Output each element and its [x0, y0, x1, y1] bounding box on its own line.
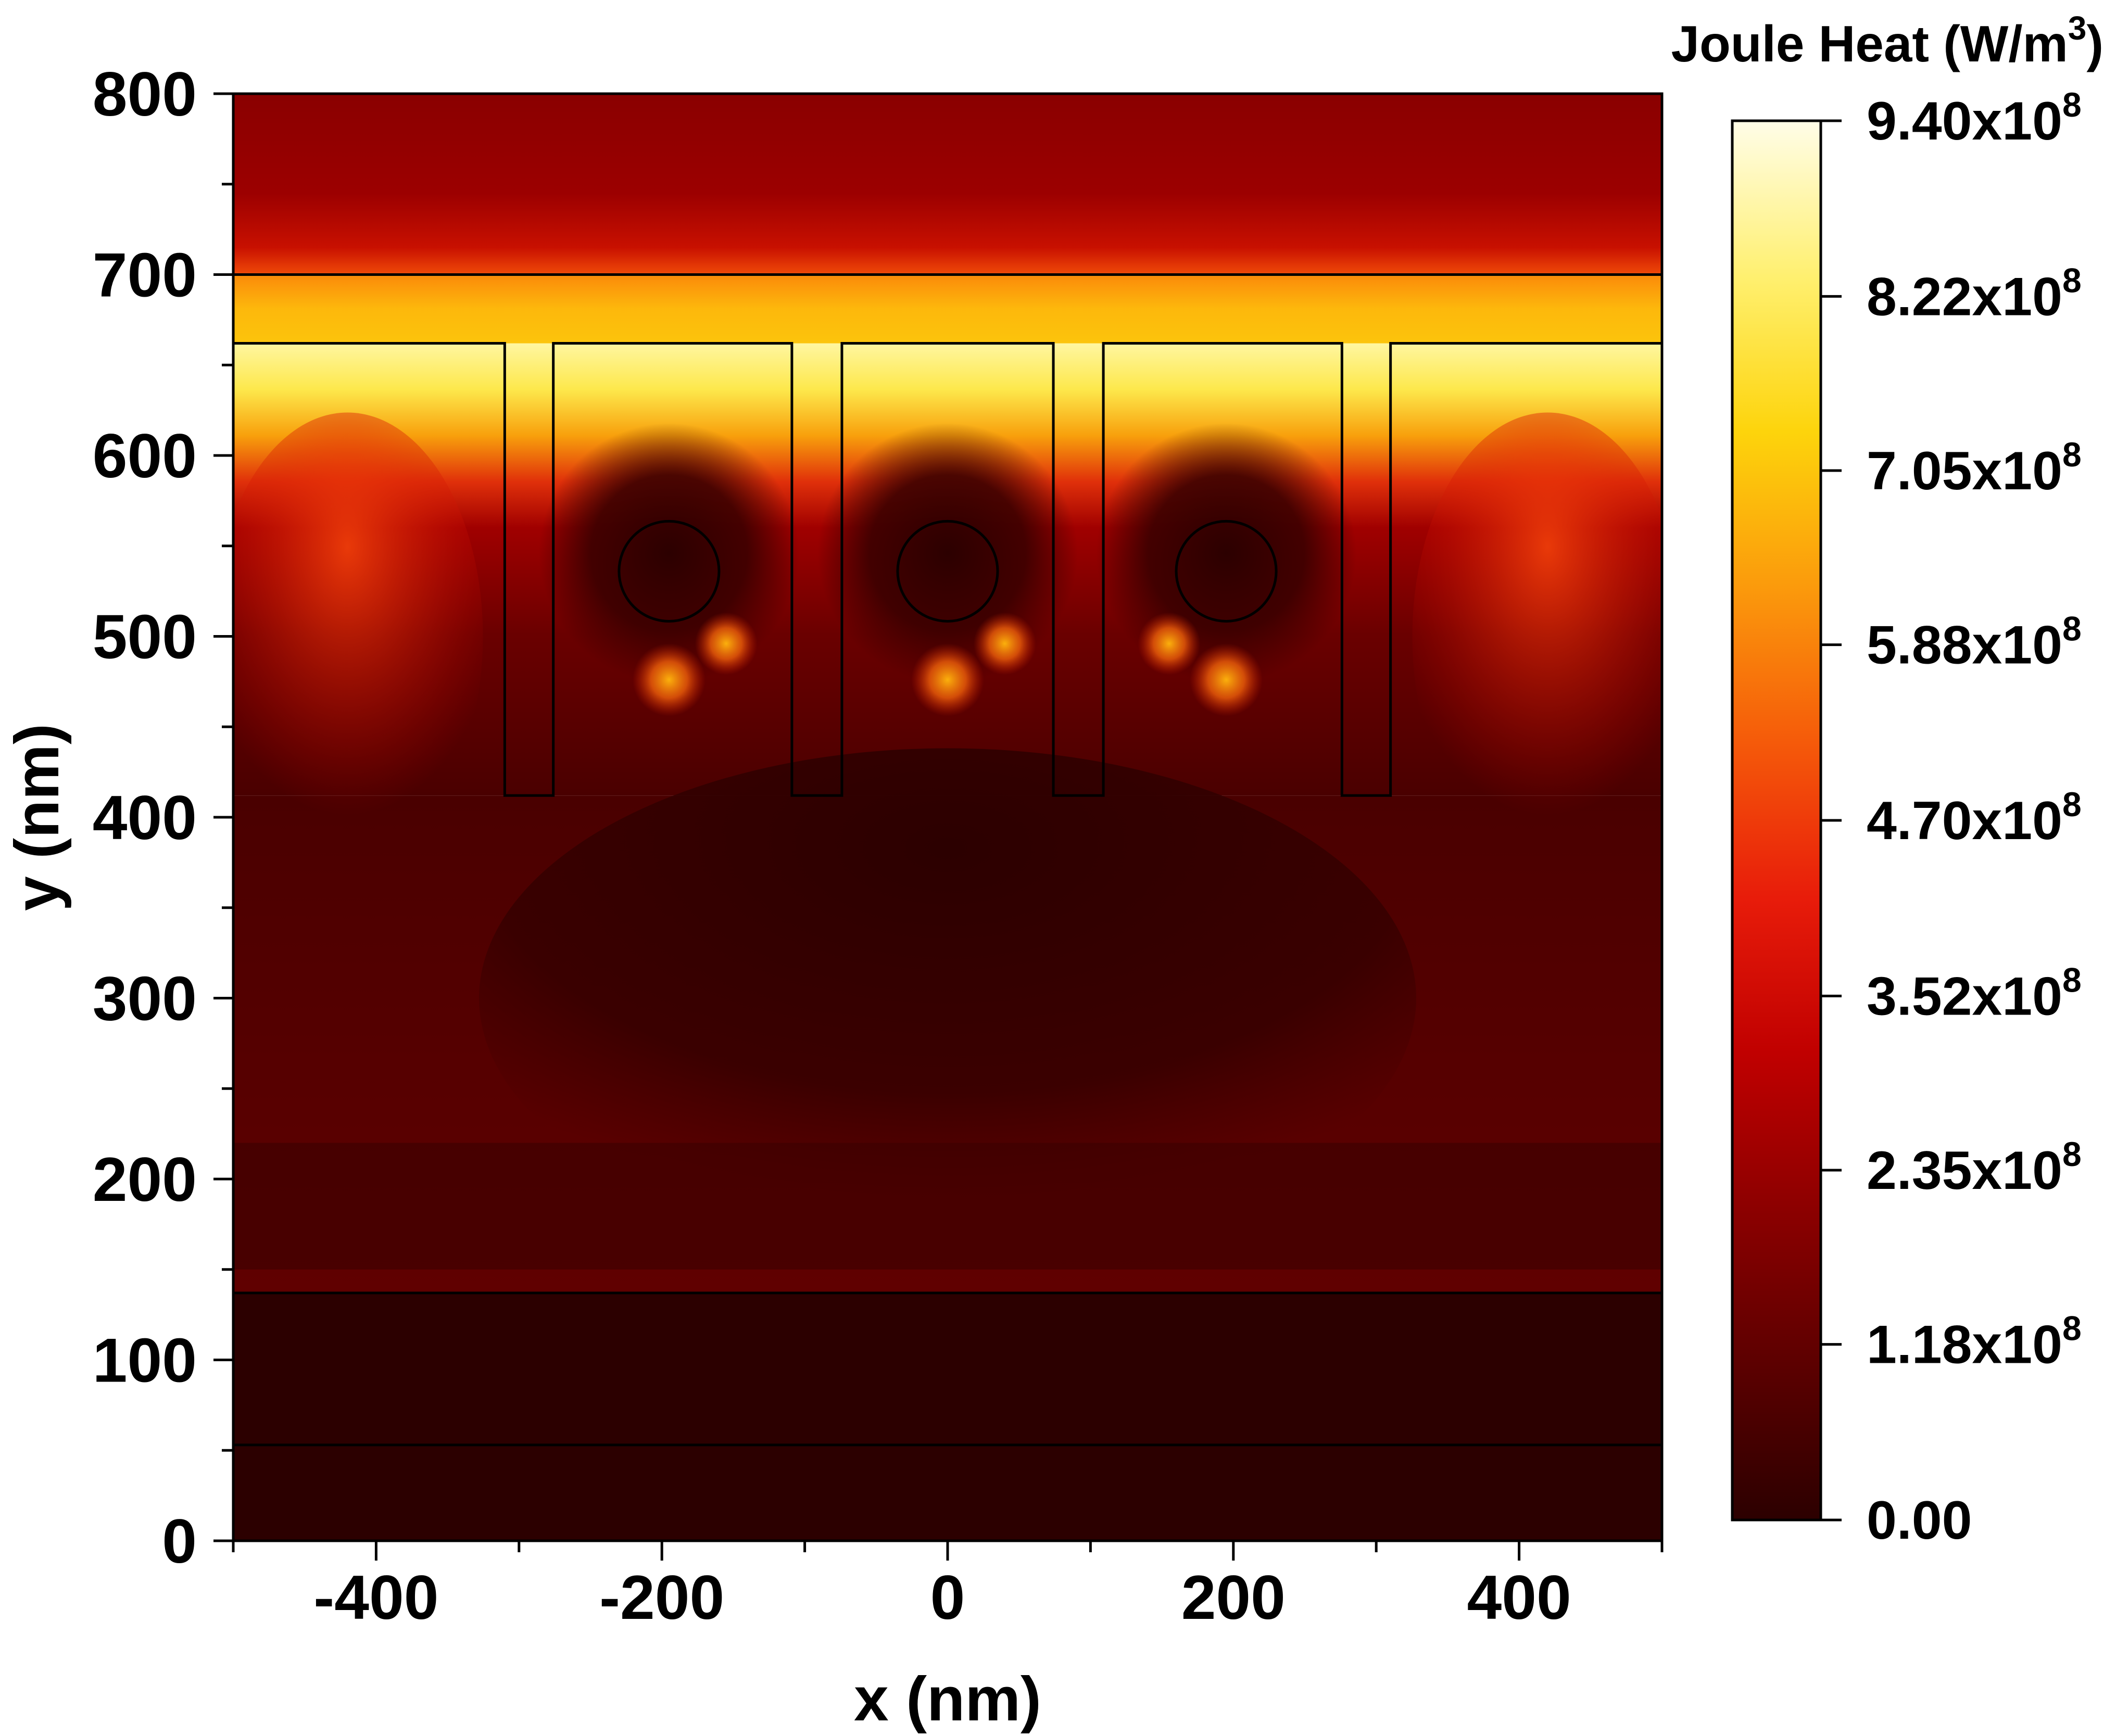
- y-tick-label: 700: [93, 240, 197, 310]
- y-tick-label: 300: [93, 964, 197, 1034]
- x-tick-label: 0: [930, 1563, 965, 1632]
- y-axis-title: y (nm): [2, 724, 72, 911]
- field-hot-spot: [1190, 643, 1263, 716]
- x-axis-title: x (nm): [854, 1664, 1041, 1734]
- y-tick-label: 400: [93, 783, 197, 853]
- field-interface-band: [233, 274, 1662, 344]
- structure-outlines: [233, 273, 1662, 1447]
- x-tick-label: -400: [313, 1563, 438, 1632]
- colorbar-tick-label: 9.40x108: [1867, 85, 2082, 151]
- colorbar-tick-label: 0.00: [1867, 1490, 1972, 1551]
- y-tick-label: 600: [93, 421, 197, 491]
- colorbar-tick-label: 2.35x108: [1867, 1135, 2082, 1201]
- colorbar-gradient: [1731, 119, 1822, 1522]
- colorbar-tick-label: 1.18x108: [1867, 1309, 2082, 1375]
- colorbar: Joule Heat (W/m3) 0.00 1.18x108 2.35x108 3.…: [1671, 9, 2104, 1551]
- field-bottom-layers: [233, 1293, 1662, 1541]
- heatmap-field: [233, 94, 1662, 1541]
- field-hot-spot: [695, 612, 758, 675]
- colorbar-tick-label: 3.52x108: [1867, 960, 2082, 1027]
- field-hot-spot: [1138, 612, 1201, 675]
- y-tick-label: 500: [93, 602, 197, 672]
- x-tick-label: -200: [599, 1563, 724, 1632]
- y-tick-label: 200: [93, 1145, 197, 1214]
- y-axis-ticks: 0 100 200 300 400 500 600 700 800: [93, 59, 233, 1576]
- field-top-layer: [233, 94, 1662, 275]
- nanoparticle-outline: [896, 519, 999, 623]
- nanoparticle-outline: [1175, 519, 1278, 623]
- grating-outline: [233, 342, 1662, 797]
- field-right-glow: [1412, 412, 1662, 860]
- colorbar-tick-label: 4.70x108: [1867, 785, 2082, 851]
- field-left-glow: [233, 412, 483, 860]
- field-hot-spot: [973, 612, 1036, 675]
- field-center-dome: [479, 748, 1416, 1248]
- y-tick-label: 800: [93, 59, 197, 129]
- colorbar-ticks: 0.00 1.18x108 2.35x108 3.52x108 4.70x108 5.88…: [1821, 85, 2082, 1551]
- nanoparticle-outline: [618, 519, 721, 623]
- x-axis-ticks: -400 -200 0 200 400: [232, 1541, 1664, 1632]
- colorbar-tick-label: 5.88x108: [1867, 610, 2082, 676]
- colorbar-tick-label: 8.22x108: [1867, 261, 2082, 327]
- x-tick-label: 200: [1181, 1563, 1286, 1632]
- field-hot-spot: [911, 643, 984, 716]
- colorbar-title: Joule Heat (W/m3): [1671, 9, 2104, 72]
- y-tick-label: 100: [93, 1326, 197, 1396]
- y-tick-label: 0: [162, 1506, 197, 1576]
- field-hot-spot: [632, 643, 706, 716]
- x-tick-label: 400: [1467, 1563, 1571, 1632]
- colorbar-tick-label: 7.05x108: [1867, 435, 2082, 501]
